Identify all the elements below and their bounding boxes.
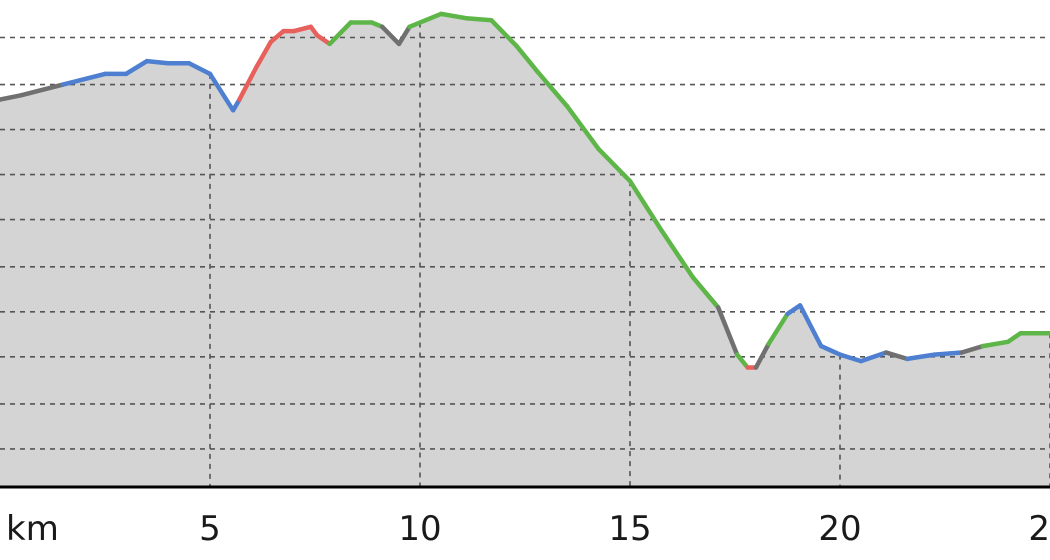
elevation-line-segment xyxy=(514,43,540,75)
elevation-line-segment xyxy=(690,275,721,310)
elevation-line-segment xyxy=(785,303,803,317)
elevation-line-segment xyxy=(144,58,171,66)
elevation-line-segment xyxy=(327,20,353,47)
elevation-line-segment xyxy=(715,305,740,357)
elevation-line-segment xyxy=(627,178,664,233)
x-tick-label: 15 xyxy=(608,509,651,549)
elevation-line-segment xyxy=(797,303,824,349)
elevation-line-segment xyxy=(253,39,274,70)
elevation-line-segment xyxy=(564,103,601,152)
elevation-line-segment xyxy=(314,33,332,47)
x-axis-unit-label: km xyxy=(6,509,59,549)
elevation-line-segment xyxy=(489,18,519,49)
x-tick-label: 25 xyxy=(1028,509,1050,549)
elevation-line-segment xyxy=(463,15,494,23)
elevation-line-segment xyxy=(959,343,986,355)
elevation-line-segment xyxy=(932,350,965,357)
x-tick-label: 5 xyxy=(199,509,221,549)
elevation-line-segment xyxy=(659,228,696,280)
elevation-line-segment xyxy=(186,60,213,77)
elevation-line-segment xyxy=(535,69,570,109)
elevation-line-segment xyxy=(1005,330,1023,345)
elevation-line-segment xyxy=(396,24,412,47)
elevation-line-segment xyxy=(407,11,444,30)
elevation-line-segment xyxy=(291,24,314,34)
elevation-line-segment xyxy=(237,65,259,102)
elevation-line-segment xyxy=(904,352,937,362)
x-tick-labels: km 5 10 15 20 25 xyxy=(6,509,1050,549)
elevation-line-segment xyxy=(379,24,402,47)
elevation-line-segment xyxy=(268,28,286,45)
elevation-line-segment xyxy=(858,350,889,364)
elevation-line-segment xyxy=(753,341,771,370)
x-tick-label: 20 xyxy=(818,509,861,549)
elevation-line-segment xyxy=(438,11,469,21)
elevation-area xyxy=(0,13,1050,487)
elevation-line-segment xyxy=(123,58,150,77)
grid-layer xyxy=(0,22,1050,487)
elevation-line-segment xyxy=(818,343,843,357)
elevation-line-segment xyxy=(596,146,633,184)
elevation-line-segment xyxy=(766,311,790,347)
elevation-line-layer xyxy=(0,11,1050,370)
elevation-line-segment xyxy=(837,352,864,364)
elevation-line-segment xyxy=(18,82,66,98)
elevation-line-segment xyxy=(0,93,24,102)
elevation-line-segment xyxy=(60,71,108,87)
x-tick-label: 10 xyxy=(398,509,441,549)
elevation-line-segment xyxy=(734,352,750,370)
elevation-line-segment xyxy=(980,339,1011,349)
elevation-line-segment xyxy=(207,71,236,113)
elevation-line-segment xyxy=(883,350,910,362)
elevation-area-layer xyxy=(0,13,1050,487)
